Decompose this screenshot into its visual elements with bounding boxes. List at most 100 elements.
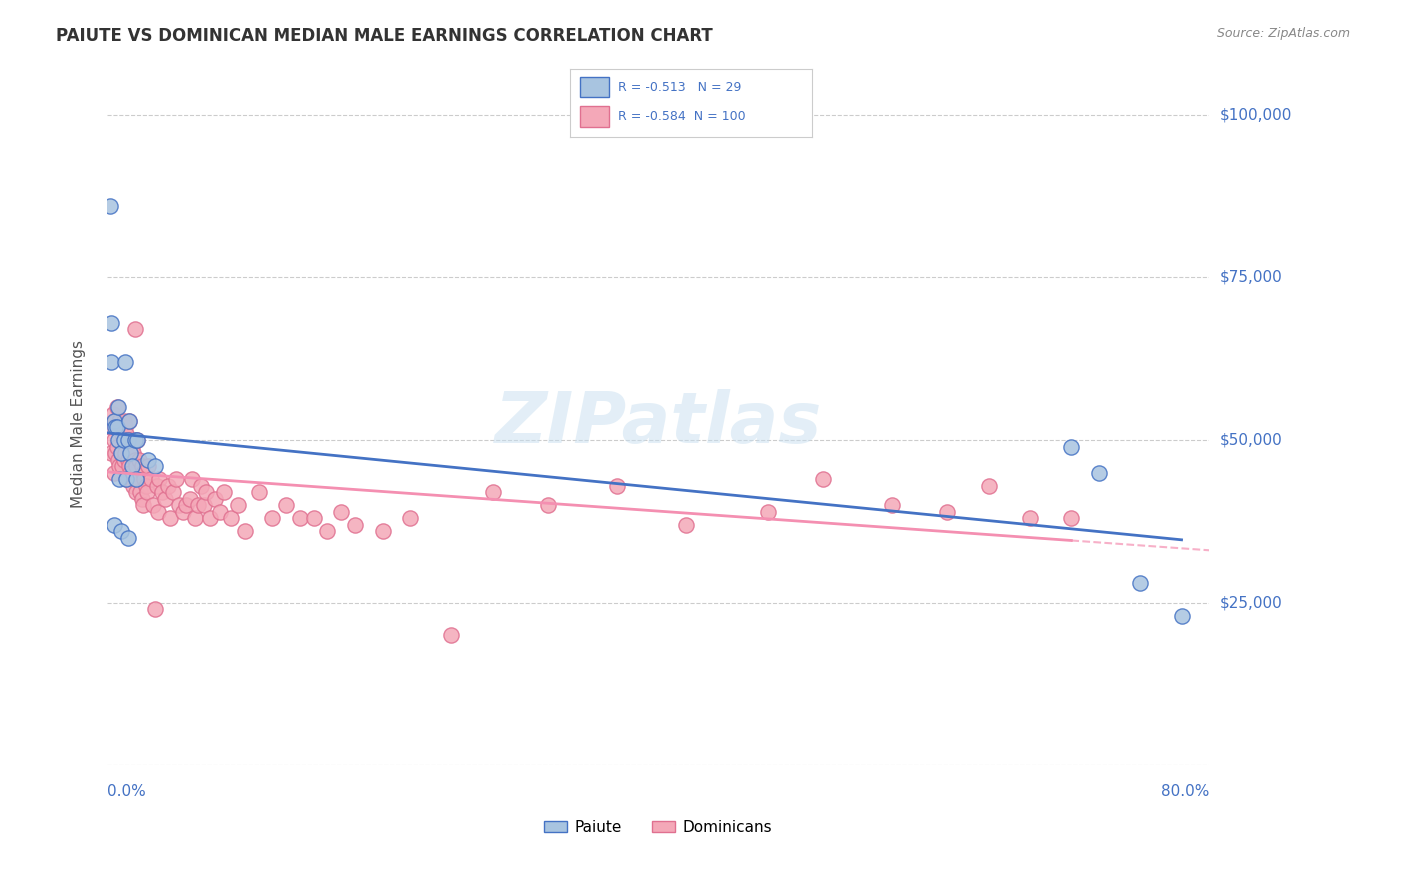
Point — [112, 413, 135, 427]
Point — [330, 505, 353, 519]
Point — [110, 524, 132, 538]
Point — [208, 505, 231, 519]
Y-axis label: Median Male Earnings: Median Male Earnings — [72, 340, 86, 508]
Point — [103, 517, 125, 532]
Point — [100, 316, 122, 330]
Point — [115, 426, 138, 441]
Point — [124, 322, 146, 336]
Point — [131, 491, 153, 506]
Point — [193, 498, 215, 512]
Point — [107, 401, 129, 415]
Point — [125, 458, 148, 473]
Point — [125, 485, 148, 500]
Point — [1060, 511, 1083, 525]
Point — [110, 420, 132, 434]
Point — [226, 498, 249, 512]
Point — [124, 452, 146, 467]
Legend: Paiute, Dominicans: Paiute, Dominicans — [537, 814, 779, 841]
Text: $25,000: $25,000 — [1220, 595, 1282, 610]
Text: 0.0%: 0.0% — [107, 784, 146, 799]
Point — [141, 472, 163, 486]
Point — [135, 478, 157, 492]
Point — [128, 452, 150, 467]
Point — [124, 433, 146, 447]
Point — [138, 458, 160, 473]
Point — [127, 433, 149, 447]
Point — [233, 524, 256, 538]
Point — [606, 478, 628, 492]
Point — [167, 498, 190, 512]
Point — [107, 433, 129, 447]
Point — [138, 452, 160, 467]
Point — [184, 511, 207, 525]
Point — [344, 517, 367, 532]
Point — [120, 466, 142, 480]
Text: PAIUTE VS DOMINICAN MEDIAN MALE EARNINGS CORRELATION CHART: PAIUTE VS DOMINICAN MEDIAN MALE EARNINGS… — [56, 27, 713, 45]
Point — [882, 498, 904, 512]
Point — [156, 478, 179, 492]
Point — [190, 478, 212, 492]
Point — [111, 458, 134, 473]
Point — [103, 466, 125, 480]
Point — [120, 433, 142, 447]
Point — [121, 458, 143, 473]
Point — [114, 420, 136, 434]
Point — [371, 524, 394, 538]
Point — [112, 433, 135, 447]
Point — [276, 498, 298, 512]
Point — [114, 446, 136, 460]
Point — [174, 498, 197, 512]
Text: $100,000: $100,000 — [1220, 107, 1292, 122]
Point — [537, 498, 560, 512]
Text: 80.0%: 80.0% — [1161, 784, 1209, 799]
Point — [107, 420, 129, 434]
Point — [141, 498, 163, 512]
Point — [121, 472, 143, 486]
Point — [105, 401, 128, 415]
Point — [1170, 608, 1192, 623]
Point — [1129, 576, 1152, 591]
Point — [148, 472, 170, 486]
Point — [440, 628, 463, 642]
Point — [103, 433, 125, 447]
Point — [98, 199, 121, 213]
Point — [813, 472, 835, 486]
Point — [136, 485, 159, 500]
Point — [212, 485, 235, 500]
Point — [117, 531, 139, 545]
Point — [110, 446, 132, 460]
Point — [118, 413, 141, 427]
Point — [288, 511, 311, 525]
Point — [146, 505, 169, 519]
Point — [127, 433, 149, 447]
Point — [143, 602, 166, 616]
Point — [181, 472, 204, 486]
Point — [110, 446, 132, 460]
Point — [105, 440, 128, 454]
Point — [1060, 440, 1083, 454]
Point — [120, 446, 142, 460]
Point — [118, 413, 141, 427]
Point — [145, 478, 167, 492]
Point — [247, 485, 270, 500]
Point — [977, 478, 1000, 492]
Point — [143, 458, 166, 473]
Point — [104, 446, 127, 460]
Text: Source: ZipAtlas.com: Source: ZipAtlas.com — [1216, 27, 1350, 40]
Point — [165, 472, 187, 486]
Point — [117, 452, 139, 467]
Point — [115, 472, 138, 486]
Point — [118, 458, 141, 473]
Point — [132, 466, 155, 480]
Point — [262, 511, 284, 525]
Point — [112, 452, 135, 467]
Point — [121, 440, 143, 454]
Point — [129, 485, 152, 500]
Point — [122, 446, 145, 460]
Point — [114, 355, 136, 369]
Point — [100, 446, 122, 460]
Point — [104, 413, 127, 427]
Point — [179, 491, 201, 506]
Point — [108, 458, 131, 473]
Point — [936, 505, 959, 519]
